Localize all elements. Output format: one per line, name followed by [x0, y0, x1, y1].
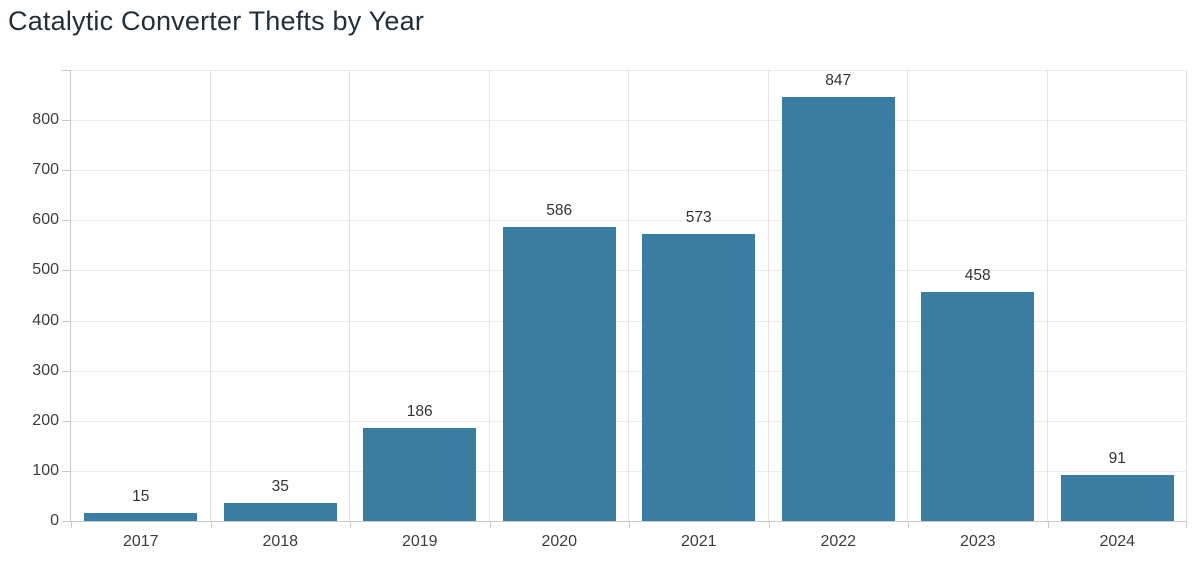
- bar-value-label: 15: [132, 488, 150, 506]
- bar-value-label: 847: [825, 71, 852, 89]
- x-axis-tick-label: 2023: [959, 533, 996, 550]
- x-axis-tick: [1047, 522, 1049, 528]
- gridline-horizontal: [71, 370, 1187, 372]
- gridline-horizontal-top: [71, 70, 1187, 71]
- bar-2021[interactable]: [642, 233, 756, 521]
- gridline-vertical: [628, 70, 629, 521]
- bar-value-label: 586: [546, 202, 573, 220]
- x-axis-tick-label: 2024: [1099, 533, 1136, 550]
- bar-value-label: 573: [685, 208, 712, 226]
- y-axis-tick: [62, 521, 70, 522]
- gridline-vertical: [349, 70, 350, 521]
- x-axis-tick-label: 2019: [401, 533, 438, 550]
- y-axis-tick: [62, 220, 70, 222]
- x-axis-tick: [908, 522, 909, 528]
- x-axis-tick-label: 2022: [820, 533, 857, 550]
- gridline-horizontal: [71, 220, 1187, 222]
- bar-2022[interactable]: [781, 96, 895, 521]
- y-axis-tick: [62, 420, 70, 422]
- y-axis-tick-label: 400: [32, 311, 59, 329]
- x-axis-tick-label: 2021: [680, 533, 717, 550]
- y-axis-tick-label: 600: [32, 211, 59, 229]
- y-axis-tick: [62, 70, 70, 71]
- gridline-horizontal: [71, 320, 1187, 322]
- bar-value-label: 186: [406, 402, 433, 420]
- y-axis-tick-label: 800: [32, 111, 59, 129]
- bar-value-label: 91: [1108, 450, 1126, 468]
- y-axis-tick: [62, 470, 70, 472]
- x-axis-tick: [489, 522, 491, 528]
- y-axis-tick: [62, 320, 70, 322]
- gridline-horizontal: [71, 470, 1187, 472]
- y-axis-tick-label: 0: [50, 512, 59, 529]
- x-axis-tick-label: 2018: [262, 533, 299, 550]
- x-axis-tick: [350, 522, 351, 528]
- gridline-vertical: [488, 70, 490, 521]
- gridline-vertical: [209, 70, 211, 521]
- x-axis-tick: [210, 522, 212, 528]
- gridline-horizontal: [71, 170, 1187, 172]
- y-axis-tick: [62, 170, 70, 172]
- bar-2024[interactable]: [1060, 475, 1174, 521]
- x-axis-tick-label: 2020: [541, 533, 578, 550]
- y-axis-tick: [62, 370, 70, 372]
- gridline-vertical: [767, 70, 769, 521]
- bar-value-label: 35: [271, 478, 289, 496]
- y-axis-tick-label: 300: [32, 361, 59, 379]
- gridline-vertical: [1186, 70, 1187, 521]
- bar-2019[interactable]: [363, 427, 477, 521]
- x-axis-tick: [629, 522, 630, 528]
- y-axis-tick-label: 700: [32, 161, 59, 179]
- y-axis-tick-label: 500: [32, 261, 59, 279]
- gridline-horizontal: [71, 120, 1187, 122]
- y-axis-tick-label: 200: [32, 411, 59, 429]
- bar-2023[interactable]: [921, 291, 1035, 521]
- x-axis-tick: [768, 522, 770, 528]
- gridline-horizontal: [71, 270, 1187, 272]
- y-axis-tick-label: 100: [32, 461, 59, 479]
- bar-value-label: 458: [964, 266, 991, 284]
- y-axis-tick: [62, 270, 70, 272]
- gridline-vertical: [1046, 70, 1048, 521]
- gridline-vertical: [907, 70, 908, 521]
- x-axis-tick-label: 2017: [122, 533, 159, 550]
- chart-title: Catalytic Converter Thefts by Year: [8, 6, 425, 36]
- bar-2018[interactable]: [223, 503, 337, 521]
- y-axis-tick: [62, 120, 70, 122]
- plot-area: 0 100 200 300 400 500 600 700 800 15 2017 35 2018 186…: [32, 70, 1187, 550]
- gridline-horizontal: [71, 420, 1187, 422]
- x-axis-tick: [1186, 522, 1187, 528]
- bar-2020[interactable]: [502, 227, 616, 521]
- bar-2017[interactable]: [84, 513, 198, 521]
- x-axis-tick: [71, 522, 72, 528]
